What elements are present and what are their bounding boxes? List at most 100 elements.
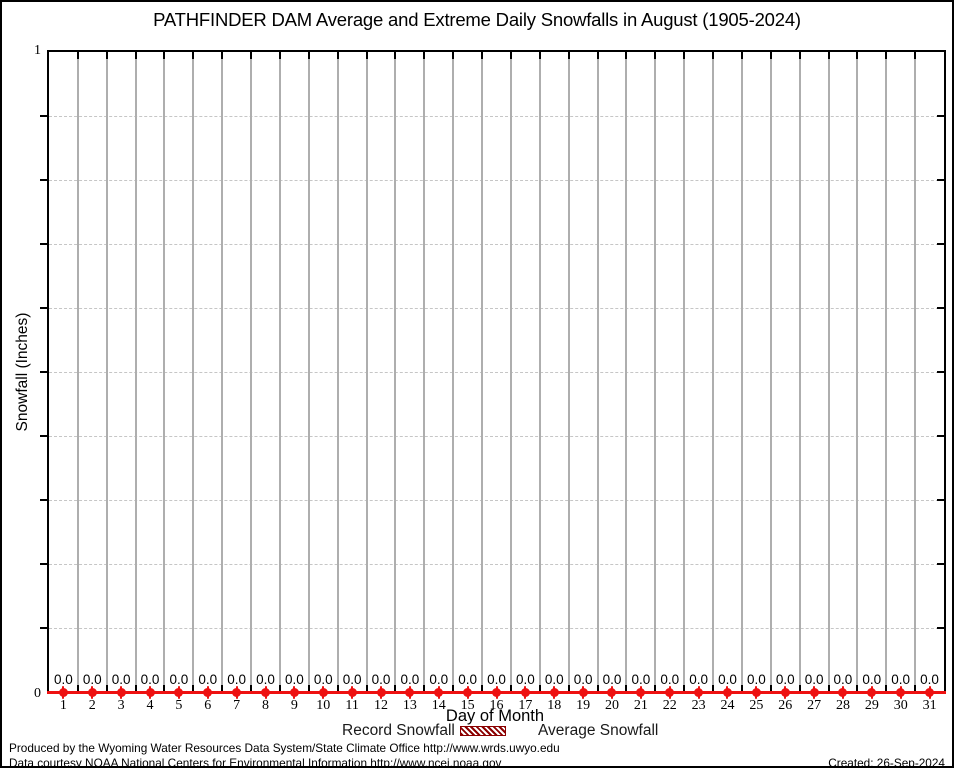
x-tick-bottom — [452, 685, 455, 692]
record-value-label: 0.0 — [111, 672, 131, 687]
y-tick-right — [937, 563, 944, 565]
record-value-label: 0.0 — [198, 672, 218, 687]
vertical-gridline — [625, 52, 628, 692]
record-value-label: 0.0 — [804, 672, 824, 687]
vertical-gridline — [76, 52, 79, 692]
vertical-gridline — [452, 52, 455, 692]
x-tick-bottom — [625, 685, 628, 692]
x-tick-bottom — [76, 685, 79, 692]
x-tick-top — [452, 52, 455, 59]
horizontal-gridline — [49, 628, 944, 629]
x-tick-bottom — [798, 685, 801, 692]
average-snowfall-point — [894, 686, 908, 699]
average-snowfall-point — [287, 686, 301, 699]
x-tick-top — [740, 52, 743, 59]
x-tick-bottom — [163, 685, 166, 692]
y-tick-right — [937, 499, 944, 501]
vertical-gridline — [250, 52, 253, 692]
vertical-gridline — [394, 52, 397, 692]
record-value-label: 0.0 — [862, 672, 882, 687]
record-value-label: 0.0 — [140, 672, 160, 687]
record-value-label: 0.0 — [746, 672, 766, 687]
horizontal-gridline — [49, 436, 944, 437]
x-tick-bottom — [221, 685, 224, 692]
average-snowfall-point — [634, 686, 648, 699]
average-snowfall-point — [143, 686, 157, 699]
x-tick-top — [856, 52, 859, 59]
vertical-gridline — [683, 52, 686, 692]
vertical-gridline — [481, 52, 484, 692]
y-tick-right — [937, 115, 944, 117]
x-tick-top — [278, 52, 281, 59]
x-tick-label: 24 — [720, 698, 735, 713]
record-value-label: 0.0 — [718, 672, 737, 687]
x-tick-label: 10 — [316, 698, 331, 713]
x-tick-bottom — [538, 685, 541, 692]
x-tick-label: 7 — [233, 698, 241, 713]
x-tick-top — [914, 52, 917, 59]
x-tick-label: 13 — [402, 698, 417, 713]
x-tick-bottom — [856, 685, 859, 692]
average-snowfall-point — [259, 686, 273, 699]
x-tick-bottom — [423, 685, 426, 692]
x-tick-top — [683, 52, 686, 59]
record-value-label: 0.0 — [487, 672, 506, 687]
record-value-label: 0.0 — [631, 672, 651, 687]
horizontal-gridline — [49, 244, 944, 245]
record-value-label: 0.0 — [602, 672, 622, 687]
y-tick-left — [40, 115, 47, 117]
y-tick-left — [40, 179, 47, 181]
chart-title: PATHFINDER DAM Average and Extreme Daily… — [153, 9, 801, 30]
x-axis-label: Day of Month — [445, 707, 545, 725]
average-snowfall-point — [605, 686, 619, 699]
legend-average-swatch — [663, 731, 712, 734]
y-tick-label-max: 1 — [34, 43, 41, 58]
x-tick-label: 23 — [691, 698, 706, 713]
x-tick-bottom — [394, 685, 397, 692]
vertical-gridline — [365, 52, 368, 692]
x-tick-bottom — [827, 685, 830, 692]
x-tick-bottom — [567, 685, 570, 692]
record-value-label: 0.0 — [573, 672, 593, 687]
x-tick-label: 4 — [146, 698, 154, 713]
x-tick-label: 15 — [460, 698, 475, 713]
record-value-label: 0.0 — [458, 672, 478, 687]
x-tick-top — [134, 52, 137, 59]
record-value-label: 0.0 — [891, 672, 911, 687]
x-tick-label: 20 — [604, 698, 619, 713]
x-tick-bottom — [509, 685, 512, 692]
x-tick-top — [336, 52, 339, 59]
record-value-label: 0.0 — [227, 672, 247, 687]
x-tick-top — [192, 52, 195, 59]
record-value-label: 0.0 — [285, 672, 304, 687]
average-snowfall-point — [490, 686, 503, 699]
vertical-gridline — [798, 52, 801, 692]
vertical-gridline — [596, 52, 599, 692]
vertical-gridline — [134, 52, 137, 692]
record-value-label: 0.0 — [429, 672, 449, 687]
record-value-label: 0.0 — [54, 672, 73, 687]
average-snowfall-point — [201, 686, 215, 699]
x-tick-label: 22 — [662, 698, 677, 713]
average-snowfall-point — [56, 686, 70, 699]
x-tick-bottom — [336, 685, 339, 692]
horizontal-gridline — [49, 308, 944, 309]
vertical-gridline — [712, 52, 715, 692]
average-snowfall-point — [720, 686, 734, 699]
vertical-gridline — [221, 52, 224, 692]
y-tick-left — [40, 371, 47, 373]
record-value-label: 0.0 — [833, 672, 853, 687]
average-snowfall-point — [663, 686, 677, 699]
average-snowfall-point — [316, 686, 330, 699]
legend-record-swatch — [460, 726, 506, 736]
y-tick-left — [40, 307, 47, 309]
x-tick-label: 9 — [290, 698, 298, 713]
x-tick-top — [654, 52, 657, 59]
record-value-label: 0.0 — [313, 672, 333, 687]
x-tick-bottom — [134, 685, 137, 692]
y-tick-right — [937, 243, 944, 245]
x-tick-top — [481, 52, 484, 59]
record-value-label: 0.0 — [256, 672, 275, 687]
x-tick-label: 2 — [88, 698, 96, 713]
plot-area: 0.0 1 0.0 2 0.0 3 0.0 4 0.0 5 0.0 6 0.0 7 0.0 8 0.0 9 0.0 1… — [40, 50, 946, 713]
